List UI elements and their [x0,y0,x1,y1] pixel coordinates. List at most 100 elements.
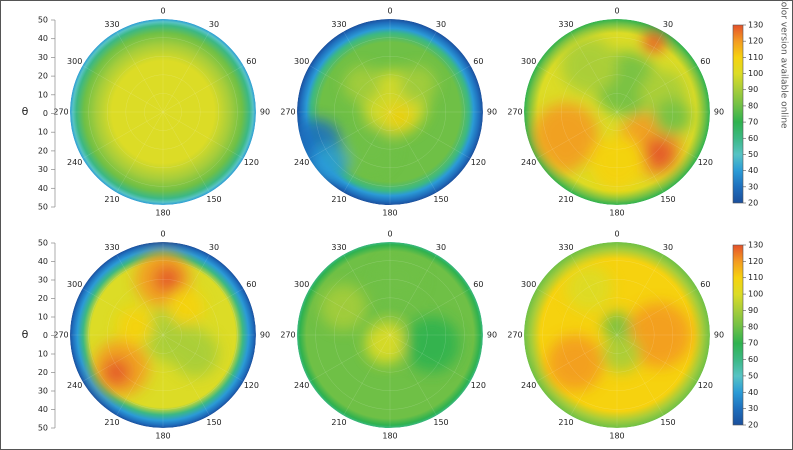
field-blob [603,311,631,340]
angle-label: 60 [246,280,256,289]
angle-label: 270 [280,108,295,117]
polar-grid [144,93,182,131]
polar-spoke [616,254,664,336]
colorbar [732,244,744,426]
field-blob [116,307,154,345]
angle-label: 180 [382,432,397,441]
polar-panel [524,242,710,428]
polar-spoke [570,31,618,113]
polar-spoke [343,31,391,113]
colorbar-tick-label: 60 [748,134,758,143]
polar-spoke [616,111,698,159]
theta-tick-label: 50 [38,16,48,25]
angle-label: 300 [521,57,536,66]
angle-label: 0 [387,7,392,16]
field-blob [547,335,604,391]
theta-tick-label: 40 [38,257,48,266]
field [70,19,256,205]
polar-spoke [343,111,391,193]
polar-grid [560,55,674,169]
polar-grid [144,316,182,354]
colorbar-tick-label: 120 [748,257,763,266]
polar-spoke [116,334,164,416]
angle-label: 210 [104,195,119,204]
angle-label: 30 [209,243,219,252]
colorbar-tick-label: 100 [748,290,763,299]
angle-label: 270 [507,108,522,117]
colorbar-tick-label: 40 [748,388,758,397]
angle-label: 90 [487,331,497,340]
theta-tick-label: 20 [38,72,48,81]
angle-label: 210 [104,418,119,427]
field-blob [385,102,414,131]
theta-tick-label: 40 [38,405,48,414]
polar-spoke [116,254,164,336]
colorbar-tick-label: 110 [748,53,763,62]
polar-spoke [309,65,391,113]
field-blob [547,135,585,173]
field-blob [348,125,395,173]
angle-label: 330 [104,243,119,252]
note: Color version available online [779,0,789,129]
colorbar-tick-label: 70 [748,339,758,348]
angle-label: 210 [558,418,573,427]
angle-label: 120 [698,158,713,167]
polar-grid [560,278,674,392]
polar-spoke [82,65,164,113]
polar-grid [598,316,636,354]
angle-label: 60 [700,57,710,66]
polar-grid [352,74,428,150]
angle-label: 300 [521,280,536,289]
field-blob [310,144,349,182]
polar-spoke [389,334,471,382]
polar-spoke [389,288,471,336]
colorbar-tick-label: 40 [748,166,758,175]
polar-grid [333,55,447,169]
angle-label: 90 [487,108,497,117]
polar-grid [542,37,692,187]
colorbar-tick-label: 50 [748,371,758,380]
polar-grid [579,74,655,150]
theta-tick-label: 10 [38,90,48,99]
colorbar-tick-label: 110 [748,273,763,282]
polar-spoke [343,334,391,416]
polar-spoke [162,334,210,416]
polar-spoke [616,65,698,113]
polar-spoke [616,288,698,336]
angle-label: 180 [155,209,170,218]
polar-spoke [570,254,618,336]
angle-label: 60 [473,57,483,66]
angle-label: 150 [206,195,221,204]
colorbar-tick-label: 50 [748,150,758,159]
angle-label: 330 [331,243,346,252]
angle-label: 240 [67,381,82,390]
angle-label: 30 [436,20,446,29]
theta-tick-label: 30 [38,276,48,285]
polar-grid [106,55,220,169]
polar-spoke [389,31,437,113]
polar-spoke [389,111,437,193]
polar-spoke [616,111,664,193]
polar-spoke [162,334,244,382]
polar-spoke [162,31,210,113]
polar-spoke [343,254,391,336]
polar-spoke [309,288,391,336]
polar-spoke [389,65,471,113]
polar-grid [333,278,447,392]
colorbar-tick-label: 70 [748,118,758,127]
theta-tick-label: 10 [38,313,48,322]
polar-spoke [616,31,664,113]
angle-label: 30 [663,20,673,29]
polar-spoke [162,288,244,336]
angle-label: 270 [280,331,295,340]
angle-label: 150 [660,418,675,427]
field-blob [403,316,460,373]
angle-label: 90 [260,331,270,340]
theta-tick-label: 40 [38,34,48,43]
polar-panel [70,242,256,428]
polar-spoke [616,334,698,382]
polar-grid [88,260,238,410]
polar-grid [371,316,409,354]
colorbar-tick-label: 90 [748,85,758,94]
field-blob [603,335,641,373]
